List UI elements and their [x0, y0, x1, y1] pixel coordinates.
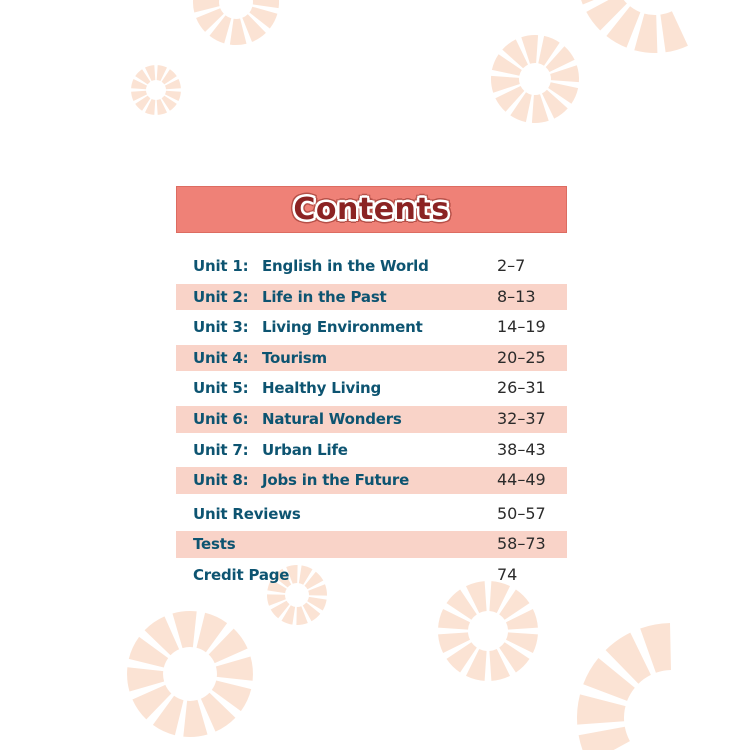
toc-row-credit-page: Credit Page 74	[176, 560, 567, 591]
toc-page-range: 2–7	[497, 256, 526, 275]
toc-unit-title: Tourism	[262, 348, 327, 367]
contents-banner: Contents	[176, 186, 567, 233]
toc-unit-label: Unit 8:	[193, 471, 249, 490]
toc-page-range: 58–73	[497, 534, 546, 554]
toc-page-range: 8–13	[497, 286, 536, 306]
toc-page-range: 26–31	[497, 378, 546, 398]
page-title: Contents	[293, 192, 450, 227]
toc-unit-label: Unit Reviews	[193, 504, 301, 523]
toc-row-unit-3: Unit 3: Living Environment 14–19	[176, 312, 567, 343]
toc-row-unit-4: Unit 4: Tourism 20–25	[176, 342, 567, 374]
toc-row-tests: Tests 58–73	[176, 529, 567, 560]
toc-unit-title: English in the World	[262, 257, 429, 275]
toc-unit-title: Living Environment	[262, 318, 423, 337]
toc-page-range: 44–49	[497, 470, 546, 490]
toc-row-unit-1: Unit 1: English in the World 2–7	[176, 251, 567, 282]
toc-page-range: 38–43	[497, 439, 546, 459]
toc-unit-title: Jobs in the Future	[262, 471, 410, 490]
toc-row-unit-8: Unit 8: Jobs in the Future 44–49	[176, 465, 567, 496]
toc-row-unit-2: Unit 2: Life in the Past 8–13	[176, 281, 567, 313]
toc-list: Unit 1: English in the World 2–7 Unit 2:…	[176, 251, 567, 591]
toc-unit-label: Unit 6:	[193, 409, 249, 428]
toc-page-range: 50–57	[497, 503, 546, 523]
toc-unit-label: Unit 2:	[193, 287, 249, 306]
toc-unit-label: Credit Page	[193, 565, 290, 584]
toc-unit-label: Unit 7:	[193, 440, 249, 459]
toc-page-range: 74	[497, 564, 518, 584]
toc-row-unit-6: Unit 6: Natural Wonders 32–37	[176, 403, 567, 435]
toc-unit-label: Unit 5:	[193, 379, 249, 398]
toc-unit-label: Unit 1:	[193, 257, 249, 275]
toc-unit-label: Unit 3:	[193, 318, 249, 337]
toc-unit-label: Unit 4:	[193, 348, 249, 367]
toc-row-unit-reviews: Unit Reviews 50–57	[176, 499, 567, 530]
toc-unit-title: Life in the Past	[262, 287, 387, 306]
toc-unit-title: Natural Wonders	[262, 409, 402, 428]
toc-unit-title: Urban Life	[262, 440, 348, 459]
toc-page-range: 14–19	[497, 317, 546, 337]
toc-row-unit-7: Unit 7: Urban Life 38–43	[176, 435, 567, 466]
toc-page-range: 20–25	[497, 347, 546, 367]
toc-page-range: 32–37	[497, 408, 546, 428]
toc-unit-label: Tests	[193, 535, 236, 554]
toc-row-unit-5: Unit 5: Healthy Living 26–31	[176, 373, 567, 404]
toc-unit-title: Healthy Living	[262, 379, 382, 398]
